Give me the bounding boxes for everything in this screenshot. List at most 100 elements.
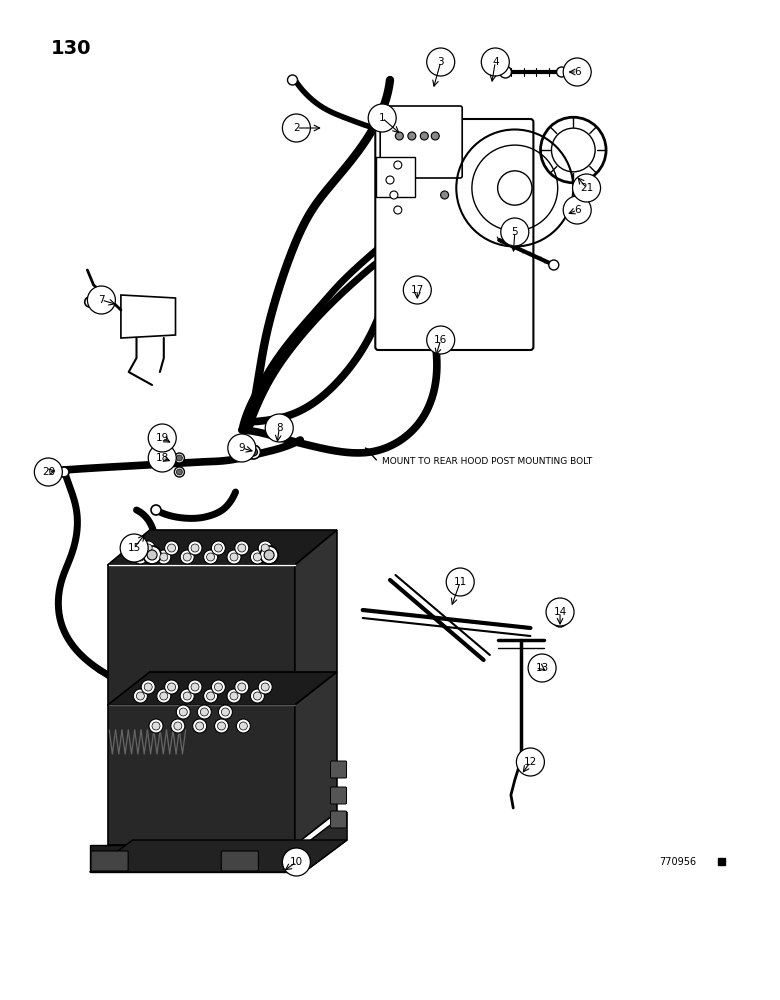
Circle shape [183, 553, 191, 561]
Circle shape [261, 544, 269, 552]
Circle shape [211, 680, 225, 694]
Text: 5: 5 [512, 227, 518, 237]
Circle shape [563, 58, 591, 86]
Circle shape [180, 550, 194, 564]
Circle shape [228, 434, 256, 462]
Circle shape [446, 568, 474, 596]
Circle shape [238, 683, 246, 691]
Text: 15: 15 [128, 543, 140, 553]
Circle shape [264, 550, 274, 560]
Circle shape [143, 546, 161, 564]
Circle shape [236, 719, 250, 733]
Circle shape [441, 191, 448, 199]
Circle shape [179, 708, 187, 716]
Text: 21: 21 [580, 183, 593, 193]
Circle shape [246, 445, 261, 459]
Circle shape [148, 424, 176, 452]
Circle shape [258, 680, 272, 694]
FancyBboxPatch shape [222, 851, 258, 871]
Circle shape [141, 680, 155, 694]
Circle shape [368, 104, 396, 132]
Circle shape [34, 458, 62, 486]
Circle shape [556, 616, 564, 624]
Text: 6: 6 [574, 205, 580, 215]
Circle shape [546, 598, 574, 626]
Polygon shape [108, 705, 295, 845]
Circle shape [196, 722, 204, 730]
Circle shape [499, 66, 512, 78]
Circle shape [218, 705, 232, 719]
Circle shape [175, 453, 184, 463]
Circle shape [204, 550, 218, 564]
Circle shape [211, 541, 225, 555]
Circle shape [265, 414, 293, 442]
Text: 19: 19 [156, 433, 168, 443]
Circle shape [180, 689, 194, 703]
Circle shape [188, 680, 202, 694]
Circle shape [144, 544, 152, 552]
Circle shape [573, 174, 601, 202]
Polygon shape [90, 845, 304, 872]
Bar [718, 858, 725, 865]
Circle shape [191, 544, 199, 552]
Circle shape [254, 553, 261, 561]
Circle shape [175, 467, 184, 477]
Text: 9: 9 [239, 443, 245, 453]
Circle shape [168, 683, 176, 691]
FancyBboxPatch shape [331, 761, 346, 778]
Circle shape [222, 708, 229, 716]
Circle shape [136, 692, 144, 700]
Circle shape [394, 206, 402, 214]
Circle shape [395, 132, 403, 140]
Circle shape [149, 719, 163, 733]
Circle shape [207, 553, 215, 561]
Text: 10: 10 [290, 857, 303, 867]
Circle shape [230, 553, 238, 561]
Circle shape [218, 722, 225, 730]
Circle shape [59, 467, 69, 477]
Polygon shape [304, 812, 347, 872]
Circle shape [193, 719, 207, 733]
FancyBboxPatch shape [331, 811, 346, 828]
Circle shape [227, 689, 241, 703]
Circle shape [165, 541, 179, 555]
Circle shape [250, 448, 257, 456]
Circle shape [171, 719, 185, 733]
Polygon shape [108, 565, 295, 705]
Circle shape [152, 722, 160, 730]
FancyBboxPatch shape [91, 851, 128, 871]
FancyBboxPatch shape [375, 119, 534, 350]
Circle shape [176, 705, 190, 719]
Circle shape [133, 689, 147, 703]
Circle shape [254, 692, 261, 700]
Circle shape [427, 48, 455, 76]
Circle shape [250, 550, 264, 564]
Circle shape [403, 276, 431, 304]
Text: 14: 14 [554, 607, 566, 617]
Circle shape [215, 683, 222, 691]
Circle shape [160, 553, 168, 561]
Circle shape [176, 455, 183, 461]
Circle shape [238, 544, 246, 552]
Text: 11: 11 [454, 577, 466, 587]
Circle shape [215, 719, 229, 733]
Circle shape [165, 680, 179, 694]
Polygon shape [90, 840, 347, 872]
Circle shape [258, 541, 272, 555]
FancyBboxPatch shape [380, 106, 463, 178]
Circle shape [250, 689, 264, 703]
Circle shape [563, 196, 591, 224]
Circle shape [553, 613, 567, 627]
Circle shape [160, 692, 168, 700]
Circle shape [261, 683, 269, 691]
Circle shape [239, 722, 247, 730]
Circle shape [407, 279, 415, 287]
Circle shape [136, 553, 144, 561]
Circle shape [282, 114, 310, 142]
Text: 2: 2 [293, 123, 300, 133]
Circle shape [215, 544, 222, 552]
Circle shape [183, 692, 191, 700]
Text: 8: 8 [276, 423, 282, 433]
Circle shape [188, 541, 202, 555]
Text: 3: 3 [438, 57, 444, 67]
